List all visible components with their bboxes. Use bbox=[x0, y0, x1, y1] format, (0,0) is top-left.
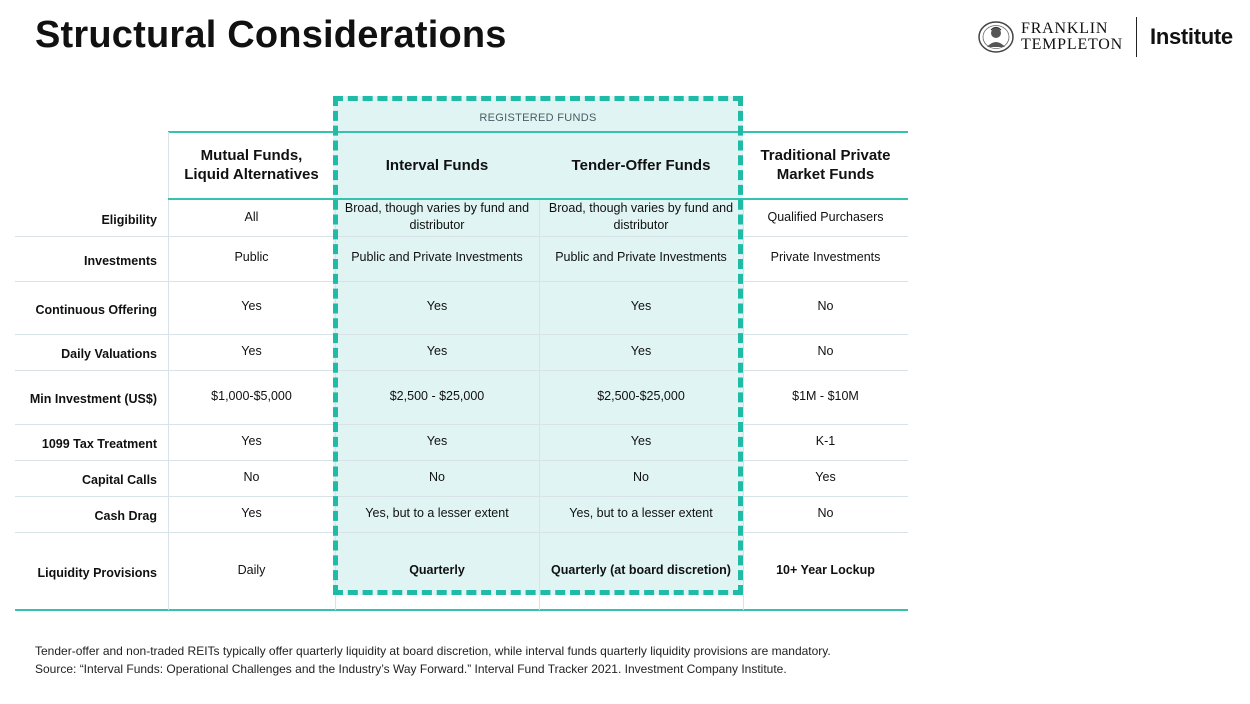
table-cell: No bbox=[633, 469, 649, 484]
franklin-portrait-seal-icon bbox=[978, 21, 1014, 53]
table-cell: Private Investments bbox=[770, 250, 881, 264]
column-header: Traditional Private Market Funds bbox=[760, 147, 891, 183]
brand-line2: TEMPLETON bbox=[1021, 36, 1124, 53]
franklin-templeton-institute-logo: FRANKLIN TEMPLETON Institute bbox=[977, 17, 1233, 57]
column-divider bbox=[168, 200, 169, 610]
table-cell: Yes bbox=[426, 343, 448, 358]
table-cell: Yes bbox=[630, 299, 652, 313]
table-cell: Quarterly bbox=[409, 562, 465, 577]
table-cell: Yes bbox=[241, 299, 262, 313]
table-cell: Yes, but to a lesser extent bbox=[365, 505, 509, 520]
table-cell: Yes bbox=[241, 505, 262, 520]
brand-line1: FRANKLIN bbox=[1021, 20, 1109, 37]
row-label: Capital Calls bbox=[81, 473, 157, 487]
column-divider bbox=[539, 200, 540, 610]
table-cell: Broad, though varies by fund and distrib… bbox=[548, 201, 734, 232]
table-cell: Yes bbox=[630, 343, 652, 358]
table-cell: Yes bbox=[426, 299, 448, 313]
table-cell: Broad, though varies by fund and distrib… bbox=[344, 201, 530, 232]
table-cell: Yes, but to a lesser extent bbox=[569, 505, 713, 520]
row-divider bbox=[15, 460, 908, 461]
page-title: Structural Considerations bbox=[35, 14, 507, 56]
table-cell: No bbox=[817, 505, 834, 520]
row-divider bbox=[15, 532, 908, 533]
table-cell: $2,500-$25,000 bbox=[597, 388, 685, 403]
row-label: Investments bbox=[84, 253, 157, 268]
table-cell: 10+ Year Lockup bbox=[776, 562, 875, 577]
row-label: Cash Drag bbox=[94, 509, 157, 523]
table-cell: Quarterly (at board discretion) bbox=[551, 562, 731, 577]
row-label: Eligibility bbox=[101, 213, 157, 227]
table-cell: $1,000-$5,000 bbox=[211, 388, 292, 403]
table-cell: $2,500 - $25,000 bbox=[389, 388, 485, 403]
table-cell: Public and Private Investments bbox=[555, 250, 727, 264]
header-bottom-rule bbox=[168, 198, 908, 200]
source-line: Source: “Interval Funds: Operational Cha… bbox=[35, 662, 787, 676]
row-divider bbox=[15, 281, 908, 282]
row-divider bbox=[15, 496, 908, 497]
row-label: Daily Valuations bbox=[61, 347, 157, 361]
row-divider bbox=[15, 424, 908, 425]
table-cell: Public bbox=[234, 250, 269, 264]
logo-divider bbox=[1136, 17, 1138, 57]
row-divider bbox=[15, 370, 908, 371]
row-label: 1099 Tax Treatment bbox=[41, 437, 157, 451]
column-divider bbox=[743, 200, 744, 610]
table-cell: K-1 bbox=[815, 433, 836, 448]
row-label: Min Investment (US$) bbox=[29, 392, 157, 406]
table-cell: Yes bbox=[815, 469, 836, 484]
institute-label: Institute bbox=[1150, 24, 1233, 49]
column-divider bbox=[168, 132, 169, 198]
brand-name: FRANKLIN TEMPLETON bbox=[1021, 21, 1123, 53]
registered-funds-background bbox=[333, 96, 743, 595]
footnote: Tender-offer and non-traded REITs typica… bbox=[35, 642, 831, 678]
table-cell: Yes bbox=[630, 433, 652, 448]
column-header: Mutual Funds, Liquid Alternatives bbox=[184, 147, 319, 183]
table-cell: $1M - $10M bbox=[792, 388, 859, 403]
table-cell: Yes bbox=[241, 433, 262, 448]
table-bottom-rule bbox=[15, 609, 908, 611]
table-cell: All bbox=[244, 209, 259, 224]
table-cell: No bbox=[429, 469, 445, 484]
row-divider bbox=[15, 334, 908, 335]
column-header: Tender-Offer Funds bbox=[571, 156, 711, 174]
row-divider bbox=[15, 236, 908, 237]
table-cell: No bbox=[817, 299, 834, 313]
table-cell: Daily bbox=[237, 562, 266, 577]
table-cell: No bbox=[243, 469, 260, 484]
registered-funds-label: REGISTERED FUNDS bbox=[479, 112, 597, 124]
table-cell: No bbox=[817, 343, 834, 358]
header-top-rule bbox=[168, 131, 908, 133]
table-cell: Yes bbox=[241, 343, 262, 358]
registered-funds-dashed-border bbox=[333, 96, 743, 595]
table-cell: Qualified Purchasers bbox=[767, 209, 884, 224]
row-label: Liquidity Provisions bbox=[37, 566, 157, 580]
column-header: Interval Funds bbox=[385, 156, 489, 174]
table-cell: Yes bbox=[426, 433, 448, 448]
footnote-line: Tender-offer and non-traded REITs typica… bbox=[35, 644, 831, 658]
row-label: Continuous Offering bbox=[35, 302, 157, 317]
table-cell: Public and Private Investments bbox=[351, 250, 523, 264]
